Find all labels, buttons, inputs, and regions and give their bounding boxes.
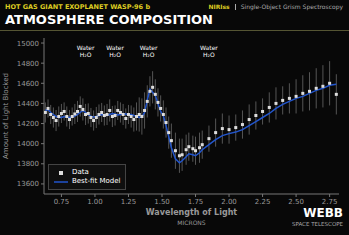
svg-text:2.50: 2.50 [288,198,304,206]
svg-text:2.00: 2.00 [221,198,237,206]
svg-text:WaterH₂O: WaterH₂O [77,44,95,58]
svg-text:1.25: 1.25 [121,198,137,206]
svg-text:14800: 14800 [17,60,39,68]
html-text:WEBB: WEBB [303,206,343,220]
html-text:ATMOSPHERE COMPOSITION: ATMOSPHERE COMPOSITION [5,12,213,27]
svg-text:WaterH₂O: WaterH₂O [200,44,218,58]
html-text:Wavelength of Light: Wavelength of Light [145,208,238,217]
svg-text:1.00: 1.00 [87,198,103,206]
svg-text:14400: 14400 [17,100,39,108]
svg-text:14200: 14200 [17,120,39,128]
svg-text:2.25: 2.25 [255,198,271,206]
svg-text:0.75: 0.75 [54,198,70,206]
svg-text:14000: 14000 [17,140,39,148]
html-text:Data: Data [72,168,89,176]
html-text:SPACE TELESCOPE: SPACE TELESCOPE [292,221,343,227]
svg-text:2.75: 2.75 [322,198,338,206]
svg-text:WaterH₂O: WaterH₂O [140,44,158,58]
html-text:Best-fit Model: Best-fit Model [72,177,121,185]
html-text:MICRONS: MICRONS [177,219,206,226]
svg-text:13600: 13600 [17,180,39,188]
html-text:NIRIss: NIRIss [208,3,230,10]
svg-text:15000: 15000 [17,40,39,48]
svg-text:1.50: 1.50 [154,198,170,206]
svg-text:14600: 14600 [17,80,39,88]
svg-text:WaterH₂O: WaterH₂O [106,44,124,58]
svg-text:Amount of Light Blocked: Amount of Light Blocked [8,73,10,159]
html-text:HOT GAS GIANT EXOPLANET WASP-9: HOT GAS GIANT EXOPLANET WASP-96 b [5,3,151,11]
html-text:Single-Object Grism Spectrosco: Single-Object Grism Spectroscopy [240,3,343,10]
svg-text:13800: 13800 [17,160,39,168]
svg-text:1.75: 1.75 [188,198,204,206]
